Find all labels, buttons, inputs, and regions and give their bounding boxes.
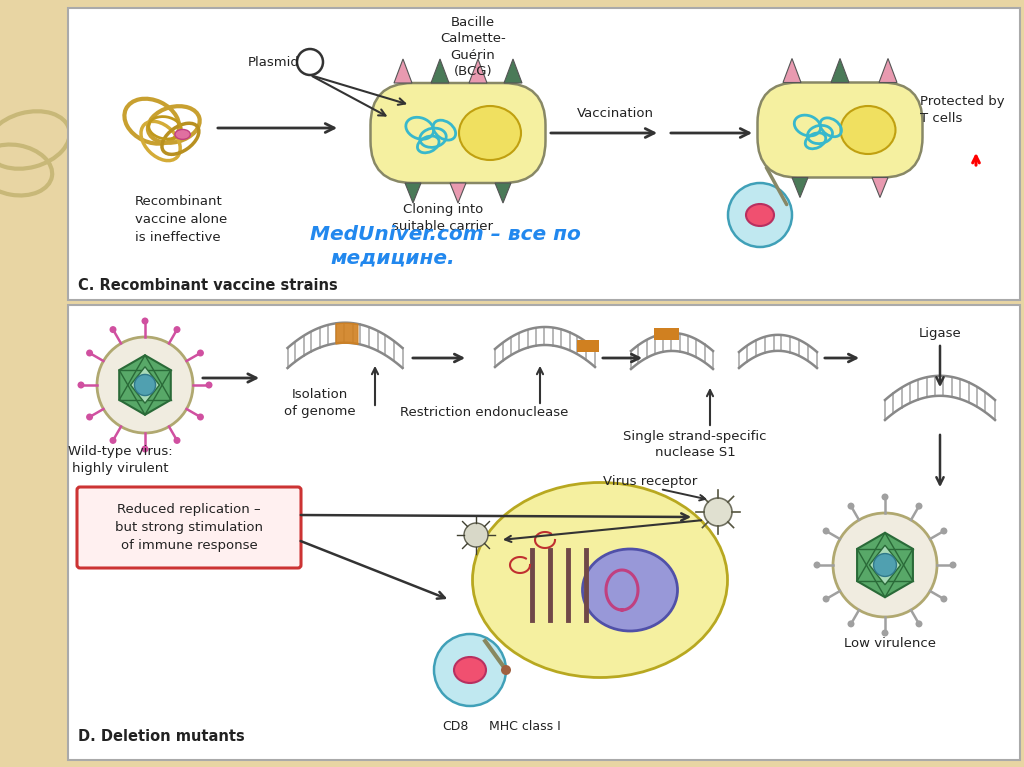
Circle shape: [940, 595, 947, 603]
Circle shape: [915, 621, 923, 627]
FancyBboxPatch shape: [371, 83, 546, 183]
Circle shape: [197, 350, 204, 357]
Text: Ligase: Ligase: [919, 327, 962, 340]
Circle shape: [882, 630, 889, 637]
Text: Plasmid: Plasmid: [248, 55, 300, 68]
Circle shape: [464, 523, 488, 547]
Bar: [0, 0, 68, 767]
Ellipse shape: [841, 106, 896, 154]
Text: Isolation
of genome: Isolation of genome: [285, 388, 355, 418]
Circle shape: [873, 554, 896, 577]
Circle shape: [141, 446, 148, 453]
Text: Single strand-specific
nuclease S1: Single strand-specific nuclease S1: [624, 430, 767, 459]
Text: медицине.: медицине.: [330, 248, 455, 267]
Text: MedUniver.com – все по: MedUniver.com – все по: [310, 225, 581, 244]
Circle shape: [940, 528, 947, 535]
Circle shape: [197, 413, 204, 420]
Text: Reduced replication –
but strong stimulation
of immune response: Reduced replication – but strong stimula…: [115, 503, 263, 551]
Polygon shape: [406, 183, 421, 203]
Bar: [577, 340, 599, 352]
Circle shape: [86, 350, 93, 357]
Circle shape: [822, 528, 829, 535]
Circle shape: [110, 326, 117, 333]
Circle shape: [813, 561, 820, 568]
Polygon shape: [394, 59, 412, 83]
FancyBboxPatch shape: [758, 83, 923, 177]
Ellipse shape: [454, 657, 486, 683]
Text: Restriction endonuclease: Restriction endonuclease: [400, 407, 568, 420]
Circle shape: [141, 318, 148, 324]
Circle shape: [134, 374, 156, 396]
Polygon shape: [119, 355, 171, 415]
Circle shape: [110, 437, 117, 444]
Text: MHC class I: MHC class I: [489, 720, 561, 733]
Text: Protected by
T cells: Protected by T cells: [920, 95, 1005, 125]
Circle shape: [915, 502, 923, 509]
Circle shape: [728, 183, 792, 247]
Text: Low virulence: Low virulence: [844, 637, 936, 650]
Polygon shape: [879, 58, 897, 83]
Polygon shape: [783, 58, 801, 83]
Circle shape: [833, 513, 937, 617]
Circle shape: [949, 561, 956, 568]
Bar: [654, 328, 679, 340]
Circle shape: [97, 337, 193, 433]
Circle shape: [705, 498, 732, 526]
Polygon shape: [504, 59, 522, 83]
Ellipse shape: [175, 130, 190, 140]
Circle shape: [173, 437, 180, 444]
FancyBboxPatch shape: [77, 487, 301, 568]
Ellipse shape: [472, 482, 727, 677]
Circle shape: [882, 493, 889, 501]
Text: Vaccination: Vaccination: [577, 107, 653, 120]
Polygon shape: [869, 545, 900, 584]
FancyBboxPatch shape: [68, 8, 1020, 300]
FancyBboxPatch shape: [68, 305, 1020, 760]
Circle shape: [173, 326, 180, 333]
Ellipse shape: [583, 549, 678, 631]
Circle shape: [86, 413, 93, 420]
Circle shape: [848, 621, 854, 627]
Polygon shape: [450, 183, 466, 203]
Polygon shape: [792, 177, 808, 197]
Polygon shape: [872, 177, 888, 197]
Polygon shape: [495, 183, 511, 203]
Polygon shape: [857, 533, 913, 597]
Circle shape: [848, 502, 854, 509]
Circle shape: [434, 634, 506, 706]
Text: Recombinant
vaccine alone
is ineffective: Recombinant vaccine alone is ineffective: [135, 195, 227, 244]
Text: C. Recombinant vaccine strains: C. Recombinant vaccine strains: [78, 278, 338, 293]
Polygon shape: [469, 59, 487, 83]
Circle shape: [206, 381, 213, 389]
Text: D. Deletion mutants: D. Deletion mutants: [78, 729, 245, 744]
Text: Wild-type virus:
highly virulent: Wild-type virus: highly virulent: [68, 445, 172, 475]
Text: Virus receptor: Virus receptor: [603, 475, 697, 488]
Polygon shape: [431, 59, 449, 83]
Ellipse shape: [459, 106, 521, 160]
Text: Bacille
Calmette-
Guérin
(BCG): Bacille Calmette- Guérin (BCG): [440, 16, 506, 78]
Polygon shape: [131, 367, 160, 403]
Circle shape: [78, 381, 85, 389]
Text: CD8: CD8: [441, 720, 468, 733]
Circle shape: [501, 665, 511, 675]
Polygon shape: [831, 58, 849, 83]
Ellipse shape: [746, 204, 774, 226]
Circle shape: [822, 595, 829, 603]
Text: Cloning into
suitable carrier: Cloning into suitable carrier: [392, 203, 494, 233]
